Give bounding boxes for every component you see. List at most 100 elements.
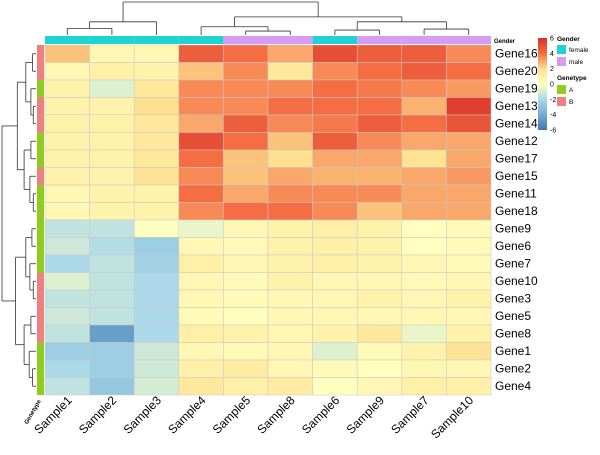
heatmap-cell-gene14-sample1: [45, 115, 90, 133]
genetype-legend-swatch-b: [557, 97, 566, 106]
heatmap-cell-gene11-sample7: [402, 185, 447, 203]
heatmap-cell-gene18-sample5: [223, 203, 268, 221]
heatmap-cell-gene20-sample2: [90, 63, 135, 81]
heatmap-cell-gene13-sample9: [357, 98, 402, 116]
heatmap-cell-gene4-sample1: [45, 378, 90, 396]
heatmap-cell-gene14-sample9: [357, 115, 402, 133]
color-scale-tick--2: -2: [550, 97, 556, 104]
heatmap-cell-gene2-sample1: [45, 360, 90, 378]
heatmap-cell-gene10-sample4: [179, 273, 224, 291]
heatmap-cell-gene12-sample8: [268, 133, 313, 151]
heatmap-cell-gene8-sample4: [179, 325, 224, 343]
heatmap-cell-gene2-sample8: [268, 360, 313, 378]
heatmap-cell-gene7-sample8: [268, 255, 313, 273]
color-scale-tick--6: -6: [550, 128, 556, 135]
heatmap-cell-gene5-sample7: [402, 308, 447, 326]
heatmap-cell-gene17-sample1: [45, 150, 90, 168]
heatmap-cell-gene8-sample2: [90, 325, 135, 343]
genetype-annotation-gene5: [37, 308, 44, 326]
heatmap-cell-gene19-sample4: [179, 80, 224, 98]
heatmap-cell-gene19-sample1: [45, 80, 90, 98]
heatmap-cell-gene19-sample7: [402, 80, 447, 98]
heatmap-cell-gene13-sample10: [446, 98, 491, 116]
heatmap-cell-gene5-sample5: [223, 308, 268, 326]
heatmap-cell-gene16-sample8: [268, 45, 313, 63]
heatmap-cell-gene18-sample8: [268, 203, 313, 221]
heatmap-cell-gene8-sample9: [357, 325, 402, 343]
genetype-annotation-gene9: [37, 220, 44, 238]
genetype-annotation-gene12: [37, 133, 44, 151]
heatmap-cell-gene18-sample3: [134, 203, 179, 221]
gender-legend-label-female: female: [569, 47, 589, 54]
heatmap-cell-gene15-sample6: [313, 168, 358, 186]
genetype-annotation-gene2: [37, 360, 44, 378]
row-label-gene11: Gene11: [495, 187, 537, 201]
heatmap-cell-gene14-sample4: [179, 115, 224, 133]
genetype-annotation-gene13: [37, 98, 44, 116]
heatmap-cell-gene7-sample10: [446, 255, 491, 273]
heatmap-cell-gene10-sample8: [268, 273, 313, 291]
heatmap-cell-gene16-sample2: [90, 45, 135, 63]
heatmap-cell-gene20-sample7: [402, 63, 447, 81]
heatmap-cell-gene19-sample2: [90, 80, 135, 98]
genetype-annotation-gene20: [37, 63, 44, 81]
heatmap-cell-gene16-sample3: [134, 45, 179, 63]
heatmap-cell-gene11-sample4: [179, 185, 224, 203]
heatmap-cell-gene3-sample5: [223, 290, 268, 308]
heatmap-cell-gene13-sample5: [223, 98, 268, 116]
heatmap-cell-gene11-sample5: [223, 185, 268, 203]
gender-annotation-sample8: [268, 36, 313, 44]
heatmap-cell-gene10-sample9: [357, 273, 402, 291]
heatmap-cell-gene15-sample9: [357, 168, 402, 186]
row-label-gene18: Gene18: [495, 204, 538, 218]
row-label-gene20: Gene20: [495, 64, 538, 78]
heatmap-cell-gene1-sample6: [313, 343, 358, 361]
heatmap-cell-gene4-sample2: [90, 378, 135, 396]
heatmap-cell-gene20-sample8: [268, 63, 313, 81]
heatmap-cell-gene7-sample2: [90, 255, 135, 273]
row-label-gene5: Gene5: [495, 309, 531, 323]
heatmap-cell-gene6-sample3: [134, 238, 179, 256]
heatmap-cell-gene20-sample6: [313, 63, 358, 81]
heatmap-cell-gene3-sample6: [313, 290, 358, 308]
heatmap-cell-gene19-sample3: [134, 80, 179, 98]
heatmap-cell-gene12-sample10: [446, 133, 491, 151]
heatmap-cell-gene20-sample1: [45, 63, 90, 81]
gender-legend-title: Gender: [557, 36, 580, 43]
color-scale-tick-2: 2: [550, 66, 554, 73]
heatmap-cell-gene11-sample8: [268, 185, 313, 203]
heatmap-cell-gene10-sample2: [90, 273, 135, 291]
heatmap-cell-gene1-sample10: [446, 343, 491, 361]
row-label-gene15: Gene15: [495, 169, 538, 183]
genetype-annotation-gene11: [37, 185, 44, 203]
heatmap-cell-gene2-sample9: [357, 360, 402, 378]
heatmap-cell-gene12-sample1: [45, 133, 90, 151]
gender-annotation-label: Gender: [494, 39, 516, 45]
heatmap-cell-gene1-sample5: [223, 343, 268, 361]
heatmap-cell-gene3-sample1: [45, 290, 90, 308]
gender-annotation-sample9: [357, 36, 402, 44]
heatmap-cell-gene7-sample3: [134, 255, 179, 273]
heatmap-cell-gene6-sample4: [179, 238, 224, 256]
heatmap-cell-gene6-sample2: [90, 238, 135, 256]
heatmap-cell-gene16-sample5: [223, 45, 268, 63]
genetype-legend-label-a: A: [569, 87, 574, 94]
heatmap-cell-gene3-sample8: [268, 290, 313, 308]
heatmap-cell-gene9-sample1: [45, 220, 90, 238]
gender-annotation-sample10: [446, 36, 491, 44]
genetype-annotation-gene15: [37, 168, 44, 186]
heatmap-cell-gene17-sample7: [402, 150, 447, 168]
heatmap-cell-gene12-sample9: [357, 133, 402, 151]
genetype-legend-label-b: B: [569, 99, 573, 106]
heatmap-cell-gene17-sample6: [313, 150, 358, 168]
heatmap-cell-gene20-sample9: [357, 63, 402, 81]
column-label-sample3: Sample3: [121, 393, 165, 437]
row-label-gene10: Gene10: [495, 274, 538, 288]
heatmap-cell-gene3-sample9: [357, 290, 402, 308]
genetype-annotation-gene19: [37, 80, 44, 98]
color-scale-tick--4: -4: [550, 112, 556, 119]
heatmap-cell-gene1-sample7: [402, 343, 447, 361]
heatmap-cell-gene20-sample3: [134, 63, 179, 81]
heatmap-cell-gene17-sample10: [446, 150, 491, 168]
genetype-annotation-gene14: [37, 115, 44, 133]
